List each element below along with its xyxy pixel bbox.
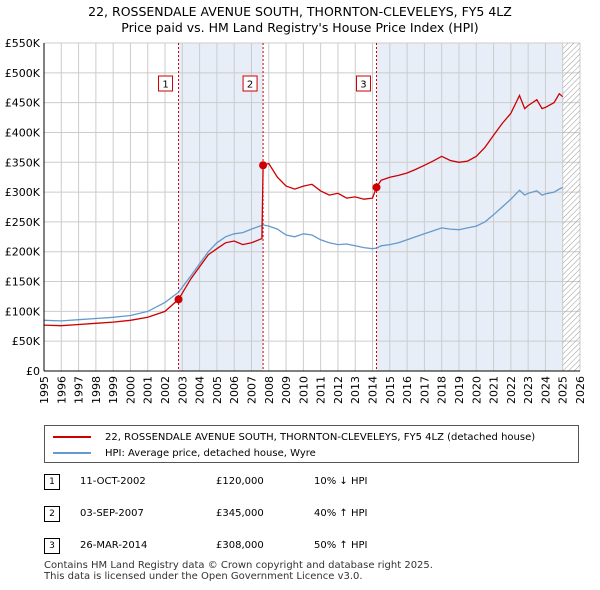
sale-label-box — [158, 75, 174, 92]
x-tick-label: 2009 — [280, 376, 293, 404]
x-tick-label: 2004 — [194, 376, 207, 404]
sale-hpi-change: 50% ↑ HPI — [314, 540, 368, 551]
footer: Contains HM Land Registry data © Crown c… — [44, 560, 433, 582]
x-tick-label: 2002 — [159, 376, 172, 404]
series-lines — [43, 92, 564, 327]
x-tick-label: 2013 — [349, 376, 362, 404]
y-tick-label: £450K — [5, 97, 41, 110]
x-tick-label: 2005 — [211, 376, 224, 404]
x-tick-label: 2007 — [245, 376, 258, 404]
y-tick-label: £250K — [5, 216, 41, 229]
sale-marker-dot — [259, 161, 268, 170]
hpi-line — [43, 186, 564, 322]
shaded-regions — [178, 43, 563, 371]
y-tick-label: £150K — [5, 276, 41, 289]
x-tick-label: 2008 — [263, 376, 276, 404]
legend-item-hpi: HPI: Average price, detached house, Wyre — [53, 446, 316, 460]
x-tick-label: 2016 — [401, 376, 414, 404]
sale-date: 03-SEP-2007 — [80, 508, 144, 519]
sale-row: 2 03-SEP-2007 £345,000 40% ↑ HPI — [44, 506, 584, 526]
sale-label: 1 — [162, 80, 168, 91]
chart-title-block: 22, ROSSENDALE AVENUE SOUTH, THORNTON-CL… — [0, 4, 600, 36]
x-tick-label: 2001 — [142, 376, 155, 404]
sale-date: 26-MAR-2014 — [80, 540, 148, 551]
sale-marker-dot — [372, 183, 381, 192]
x-tick-label: 2026 — [574, 376, 587, 404]
sale-label: 2 — [247, 80, 253, 91]
x-tick-label: 2025 — [557, 376, 570, 404]
y-tick-label: £50K — [12, 335, 41, 348]
price-chart: 1 2 3 £0 £50K £100K £150K £200K £250K £300K £350K… — [5, 37, 587, 404]
sale-label-box — [242, 75, 258, 92]
y-tick-label: £550K — [5, 37, 41, 50]
x-tick-label: 1995 — [38, 376, 51, 404]
y-tick-label: £400K — [5, 126, 41, 139]
y-tick-label: £350K — [5, 156, 41, 169]
x-tick-label: 2024 — [539, 376, 552, 404]
x-tick-label: 2017 — [418, 376, 431, 404]
y-tick-label: £200K — [5, 246, 41, 259]
x-tick-label: 2022 — [505, 376, 518, 404]
sale-row: 3 26-MAR-2014 £308,000 50% ↑ HPI — [44, 538, 584, 558]
legend-swatch-hpi — [53, 452, 91, 454]
sale-number-badge: 2 — [44, 506, 60, 522]
y-tick-label: £300K — [5, 186, 41, 199]
sale-label: 3 — [360, 80, 366, 91]
sale-number-badge: 3 — [44, 538, 60, 554]
y-tick-label: £100K — [5, 305, 41, 318]
x-tick-label: 1996 — [55, 376, 68, 404]
x-tick-label: 2003 — [176, 376, 189, 404]
sale-marker-dot — [174, 295, 183, 304]
sale-number-badge: 1 — [44, 474, 60, 490]
x-tick-label: 2006 — [228, 376, 241, 404]
x-tick-label: 2011 — [315, 376, 328, 404]
sale-price: £120,000 — [216, 476, 264, 487]
x-tick-label: 1998 — [90, 376, 103, 404]
legend-item-property: 22, ROSSENDALE AVENUE SOUTH, THORNTON-CL… — [53, 430, 535, 444]
y-tick-label: £500K — [5, 67, 41, 80]
sale-date: 11-OCT-2002 — [80, 476, 146, 487]
legend: 22, ROSSENDALE AVENUE SOUTH, THORNTON-CL… — [44, 425, 579, 463]
chart-subtitle: Price paid vs. HM Land Registry's House … — [121, 20, 479, 35]
shaded-range — [376, 43, 563, 371]
projection-hatch — [562, 43, 580, 371]
shaded-range — [178, 43, 264, 371]
sale-label-box — [355, 75, 371, 92]
sale-date-lines: 1 2 3 — [158, 43, 377, 371]
sale-markers — [174, 161, 381, 304]
x-tick-label: 2018 — [436, 376, 449, 404]
x-tick-label: 2014 — [367, 376, 380, 404]
x-tick-label: 1997 — [73, 376, 86, 404]
legend-label-property: 22, ROSSENDALE AVENUE SOUTH, THORNTON-CL… — [105, 431, 536, 443]
property-price-line — [43, 92, 564, 327]
sale-hpi-change: 10% ↓ HPI — [314, 476, 368, 487]
x-tick-label: 2012 — [332, 376, 345, 404]
x-tick-label: 2015 — [384, 376, 397, 404]
sale-row: 1 11-OCT-2002 £120,000 10% ↓ HPI — [44, 474, 584, 494]
x-tick-label: 2010 — [297, 376, 310, 404]
x-tick-label: 2023 — [522, 376, 535, 404]
footer-license: This data is licensed under the Open Gov… — [44, 571, 363, 582]
x-tick-label: 1999 — [107, 376, 120, 404]
sale-price: £308,000 — [216, 540, 264, 551]
legend-label-hpi: HPI: Average price, detached house, Wyre — [105, 447, 316, 459]
footer-copyright: Contains HM Land Registry data © Crown c… — [44, 560, 433, 571]
sale-hpi-change: 40% ↑ HPI — [314, 508, 368, 519]
x-tick-label: 2019 — [453, 376, 466, 404]
hatched-range — [562, 43, 580, 371]
y-tick-label: £0 — [26, 365, 40, 378]
legend-swatch-property — [53, 436, 91, 438]
axes: £0 £50K £100K £150K £200K £250K £300K £350K £400… — [5, 37, 587, 404]
chart-title: 22, ROSSENDALE AVENUE SOUTH, THORNTON-CL… — [88, 4, 512, 19]
x-tick-label: 2021 — [488, 376, 501, 404]
sale-price: £345,000 — [216, 508, 264, 519]
x-tick-label: 2020 — [470, 376, 483, 404]
x-tick-label: 2000 — [124, 376, 137, 404]
